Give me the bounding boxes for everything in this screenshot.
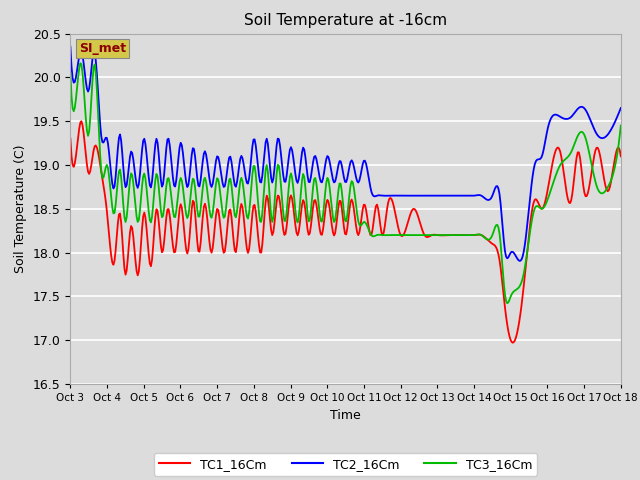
TC2_16Cm xyxy=(519,253,527,259)
TC1_16Cm xyxy=(332,223,340,228)
TC1_16Cm xyxy=(77,119,85,124)
TC1_16Cm xyxy=(606,184,614,190)
TC3_16Cm xyxy=(617,123,625,129)
TC3_16Cm xyxy=(520,271,527,276)
TC2_16Cm xyxy=(515,258,523,264)
Title: Soil Temperature at -16cm: Soil Temperature at -16cm xyxy=(244,13,447,28)
TC2_16Cm xyxy=(605,131,612,136)
TC3_16Cm xyxy=(365,228,373,234)
TC3_16Cm xyxy=(396,232,403,238)
TC3_16Cm xyxy=(503,300,511,306)
Y-axis label: Soil Temperature (C): Soil Temperature (C) xyxy=(14,144,28,273)
TC1_16Cm xyxy=(520,283,527,289)
TC2_16Cm xyxy=(364,172,372,178)
TC1_16Cm xyxy=(329,229,337,235)
Line: TC3_16Cm: TC3_16Cm xyxy=(70,63,621,303)
TC2_16Cm xyxy=(332,179,339,184)
TC3_16Cm xyxy=(606,180,614,186)
TC3_16Cm xyxy=(329,215,337,220)
Line: TC2_16Cm: TC2_16Cm xyxy=(70,47,621,261)
TC2_16Cm xyxy=(617,105,625,111)
TC1_16Cm xyxy=(365,228,373,234)
Line: TC1_16Cm: TC1_16Cm xyxy=(70,121,621,343)
Legend: TC1_16Cm, TC2_16Cm, TC3_16Cm: TC1_16Cm, TC2_16Cm, TC3_16Cm xyxy=(154,453,537,476)
TC1_16Cm xyxy=(67,136,74,142)
TC1_16Cm xyxy=(396,228,403,234)
TC1_16Cm xyxy=(617,153,625,159)
TC2_16Cm xyxy=(394,193,402,199)
TC1_16Cm xyxy=(509,340,516,346)
TC3_16Cm xyxy=(332,209,340,215)
Text: SI_met: SI_met xyxy=(79,42,126,55)
TC3_16Cm xyxy=(77,60,84,66)
TC3_16Cm xyxy=(67,70,74,76)
TC2_16Cm xyxy=(328,171,335,177)
X-axis label: Time: Time xyxy=(330,408,361,421)
TC2_16Cm xyxy=(67,44,74,49)
